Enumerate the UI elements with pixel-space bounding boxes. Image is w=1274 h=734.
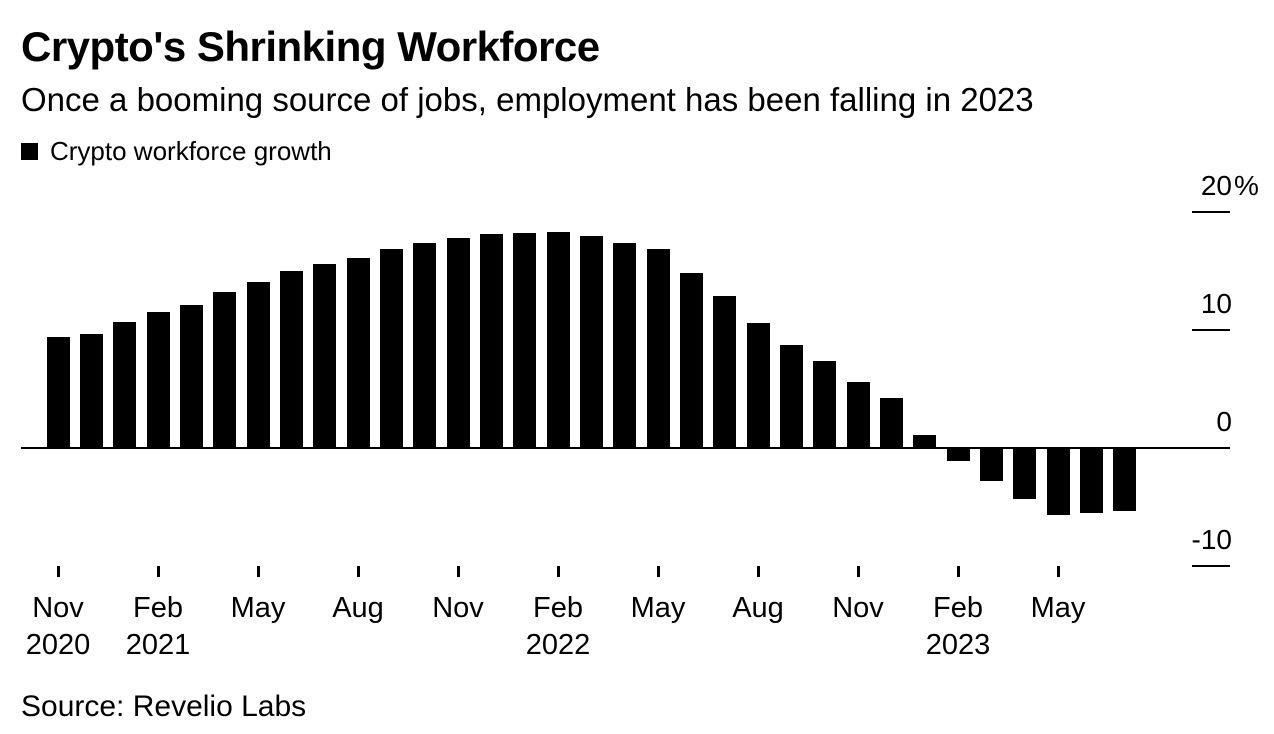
x-axis-year-label: 2020 [25,629,91,661]
bar [1079,448,1103,513]
bar [279,271,303,448]
x-axis-year-label: 2021 [125,629,191,661]
bar [713,295,737,448]
x-axis-tick [956,566,960,577]
bar [813,360,837,448]
x-axis-month-label: Feb [933,592,983,624]
bar [846,381,870,448]
bar [679,273,703,448]
bar [79,333,103,448]
bar [346,258,370,448]
x-axis-year-label: 2023 [925,629,991,661]
bar [746,322,770,448]
bar [646,248,670,448]
bar [379,248,403,448]
bar [613,242,637,448]
bar [479,234,503,448]
x-axis-tick [456,566,460,577]
x-axis-month-label: Nov [832,592,884,624]
bar [979,448,1003,482]
y-axis-label: 10 [1200,288,1232,319]
bar [213,292,237,448]
x-axis-month-label: Aug [732,592,784,624]
bar [1013,448,1037,499]
bar [579,235,603,448]
x-axis-tick [356,566,360,577]
bar [146,312,170,448]
x-axis-tick [856,566,860,577]
bar [913,435,937,448]
x-axis-month-label: May [630,592,686,624]
x-axis-month-label: Aug [332,592,384,624]
y-axis-tick [1192,210,1230,214]
y-axis-tick [1192,564,1230,568]
legend-swatch-icon [21,142,38,160]
bar [946,448,970,461]
x-axis-tick [56,566,60,577]
y-axis-label: -10 [1191,524,1232,555]
y-axis-tick [1192,328,1230,332]
x-axis-tick [556,566,560,577]
x-axis-month-label: Feb [133,592,183,624]
x-axis-month-label: May [230,592,286,624]
x-axis-month-label: May [1030,592,1086,624]
bar [246,281,270,448]
chart-title: Crypto's Shrinking Workforce [21,23,600,70]
bar [1113,448,1137,511]
x-axis-month-label: Nov [32,592,84,624]
x-axis-year-label: 2022 [525,629,591,661]
y-axis-label: 0 [1216,406,1232,437]
x-axis-month-label: Nov [432,592,484,624]
y-axis-unit-suffix: % [1234,170,1259,201]
x-axis-tick [756,566,760,577]
bar [879,398,903,448]
bar [46,337,70,448]
bar [413,242,437,448]
x-axis-tick [256,566,260,577]
x-axis-tick [1056,566,1060,577]
bar [779,345,803,448]
x-axis-zero-line [21,446,1230,450]
y-axis-label: 20 [1200,170,1232,201]
bar [513,233,537,448]
source-note: Source: Revelio Labs [21,690,307,723]
bar [546,232,570,448]
legend: Crypto workforce growth [21,136,332,166]
x-axis-tick [156,566,160,577]
legend-label: Crypto workforce growth [50,135,332,166]
bar [313,263,337,448]
bar [179,305,203,448]
bar [113,321,137,448]
x-axis-tick [656,566,660,577]
x-axis-month-label: Feb [533,592,583,624]
bar [446,237,470,448]
bar [1046,448,1070,516]
chart-subtitle: Once a booming source of jobs, employmen… [21,81,1034,118]
